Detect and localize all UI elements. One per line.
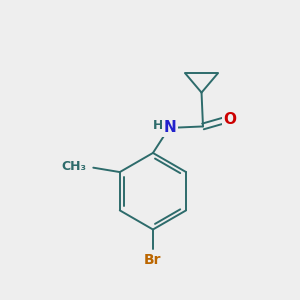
Text: H: H — [153, 119, 163, 132]
Text: N: N — [164, 120, 176, 135]
Text: O: O — [224, 112, 237, 127]
Text: CH₃: CH₃ — [61, 160, 86, 173]
Text: Br: Br — [144, 254, 162, 267]
